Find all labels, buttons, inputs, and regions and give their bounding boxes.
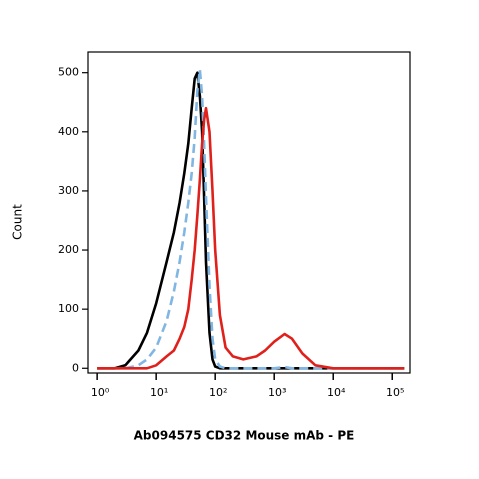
x-tick-label: 10¹ bbox=[150, 386, 168, 399]
y-tick-label: 100 bbox=[58, 302, 79, 315]
histogram-line bbox=[97, 71, 405, 370]
y-axis-label: Count bbox=[11, 204, 25, 240]
y-tick-label: 0 bbox=[72, 361, 79, 374]
plot-frame bbox=[87, 51, 411, 374]
y-tick-label: 500 bbox=[58, 66, 79, 79]
x-tick-label: 10⁵ bbox=[386, 386, 404, 399]
y-tick-label: 300 bbox=[58, 184, 79, 197]
y-tick-label: 400 bbox=[58, 125, 79, 138]
y-tick-label: 200 bbox=[58, 243, 79, 256]
x-tick-label: 10² bbox=[209, 386, 227, 399]
x-tick-label: 10³ bbox=[268, 386, 286, 399]
histogram-line bbox=[97, 106, 405, 370]
x-tick-label: 10⁰ bbox=[91, 386, 110, 399]
x-tick-label: 10⁴ bbox=[327, 386, 346, 399]
histogram-line bbox=[97, 68, 405, 370]
x-axis-label: Ab094575 CD32 Mouse mAb - PE bbox=[134, 429, 355, 443]
